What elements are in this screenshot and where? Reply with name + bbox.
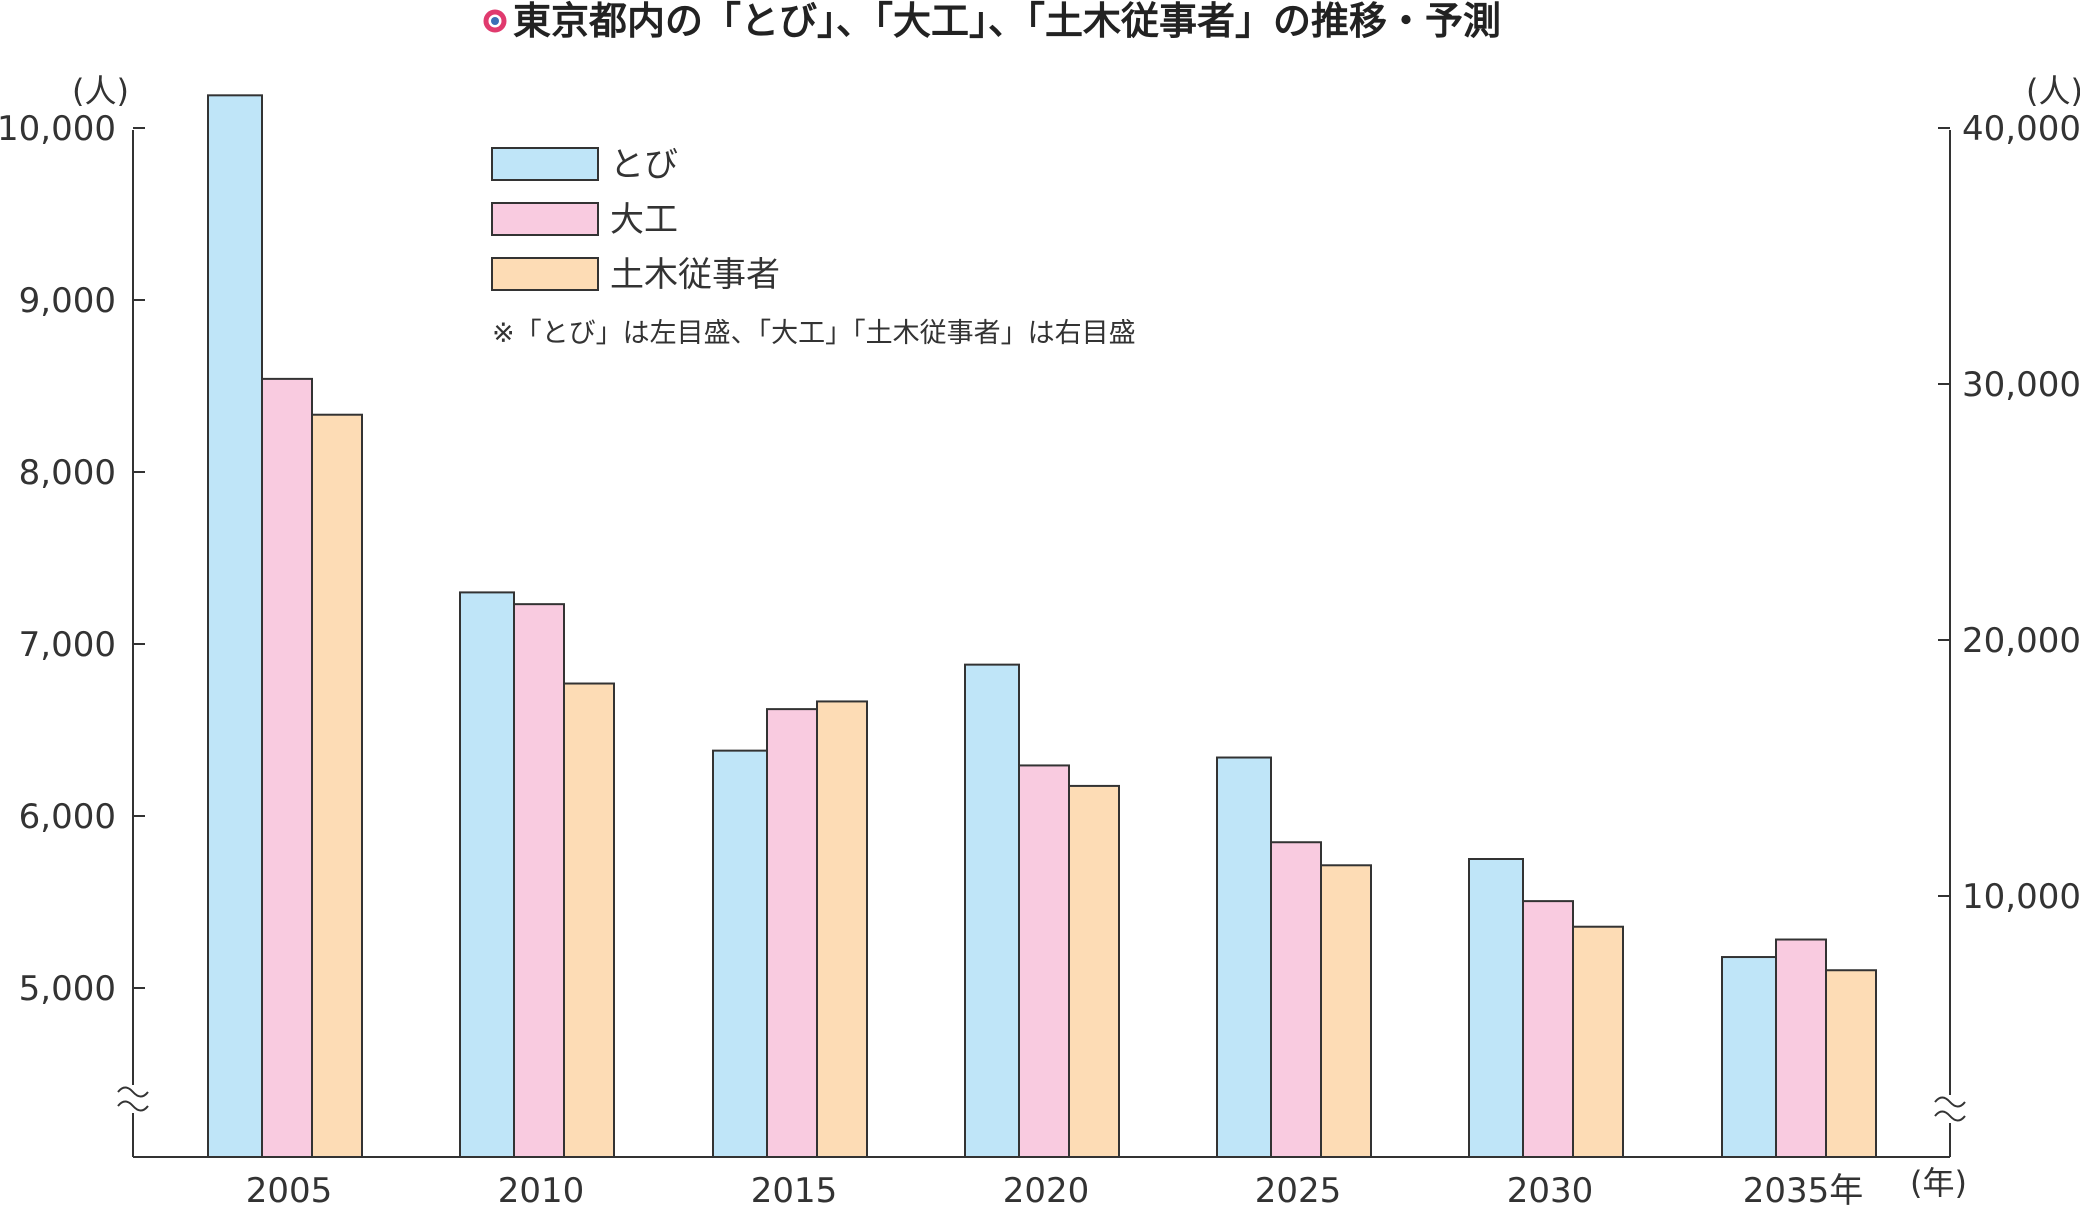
bar-土木従事者-2005	[311, 413, 363, 1159]
bar-とび-2005	[207, 94, 263, 1159]
right-tick-label: 20,000	[1962, 621, 2080, 661]
title-bullet-icon	[483, 9, 507, 33]
bar-とび-2015	[712, 749, 768, 1158]
left-tick-label: 10,000	[0, 109, 116, 149]
left-axis-ticks: 10,000 9,000 8,000 7,000 6,000 5,000	[0, 109, 145, 1009]
left-tick-label: 9,000	[19, 281, 116, 321]
bar-とび-2030	[1468, 858, 1524, 1158]
bar-とび-2025	[1216, 756, 1272, 1159]
bar-土木従事者-2035年	[1825, 969, 1877, 1158]
left-tick-label: 8,000	[19, 453, 116, 493]
right-axis-ticks: 40,000 30,000 20,000 10,000	[1938, 109, 2080, 917]
x-axis-unit: (年)	[1910, 1164, 1967, 1202]
axis-note: ※「とび」は左目盛、「大工」「土木従事者」は右目盛	[492, 318, 1136, 349]
right-tick-label: 30,000	[1962, 365, 2080, 405]
chart-title-group: 東京都内の「とび」、「大工」、「土木従事者」の推移・予測	[483, 0, 1501, 43]
bar-大工-2005	[261, 377, 313, 1158]
bar-土木従事者-2010	[563, 682, 615, 1159]
bar-土木従事者-2030	[1572, 925, 1624, 1158]
left-tick-label: 6,000	[19, 797, 116, 837]
bar-土木従事者-2025	[1320, 864, 1372, 1159]
legend-swatch	[491, 147, 599, 181]
bar-とび-2010	[459, 591, 515, 1158]
right-axis-unit: (人)	[2026, 72, 2080, 110]
right-tick-label: 10,000	[1962, 877, 2080, 917]
left-tick-label: 7,000	[19, 625, 116, 665]
right-tick-label: 40,000	[1962, 109, 2080, 149]
left-tick-label: 5,000	[19, 969, 116, 1009]
chart-title: 東京都内の「とび」、「大工」、「土木従事者」の推移・予測	[513, 0, 1501, 43]
bars	[207, 94, 1877, 1159]
title-bullet-inner-icon	[491, 17, 499, 25]
bar-大工-2010	[513, 603, 565, 1158]
x-tick-label: 2005	[246, 1171, 333, 1207]
x-tick-label: 2035年	[1743, 1171, 1864, 1207]
bar-土木従事者-2015	[816, 700, 868, 1158]
legend-swatch	[491, 202, 599, 236]
bar-土木従事者-2020	[1068, 784, 1120, 1158]
x-tick-label: 2010	[498, 1171, 585, 1207]
x-axis-labels: 2005 2010 2015 2020 2025 2030 2035年	[246, 1171, 1864, 1207]
x-tick-label: 2020	[1003, 1171, 1090, 1207]
x-tick-label: 2030	[1507, 1171, 1594, 1207]
bar-とび-2035年	[1721, 956, 1777, 1158]
bar-大工-2035年	[1775, 938, 1827, 1159]
bar-大工-2020	[1018, 764, 1070, 1158]
legend-swatch	[491, 257, 599, 291]
legend-label: 土木従事者	[610, 255, 780, 295]
bar-大工-2025	[1270, 841, 1322, 1158]
x-tick-label: 2015	[751, 1171, 838, 1207]
right-axis-break-mark	[1934, 1096, 1966, 1122]
legend-label: 大工	[610, 200, 678, 240]
x-tick-label: 2025	[1255, 1171, 1342, 1207]
bar-とび-2020	[964, 663, 1020, 1158]
left-axis-break-mark	[117, 1086, 149, 1112]
left-axis-unit: (人)	[72, 72, 129, 110]
bar-大工-2015	[766, 708, 818, 1158]
bar-大工-2030	[1522, 900, 1574, 1158]
legend-label: とび	[610, 145, 678, 185]
